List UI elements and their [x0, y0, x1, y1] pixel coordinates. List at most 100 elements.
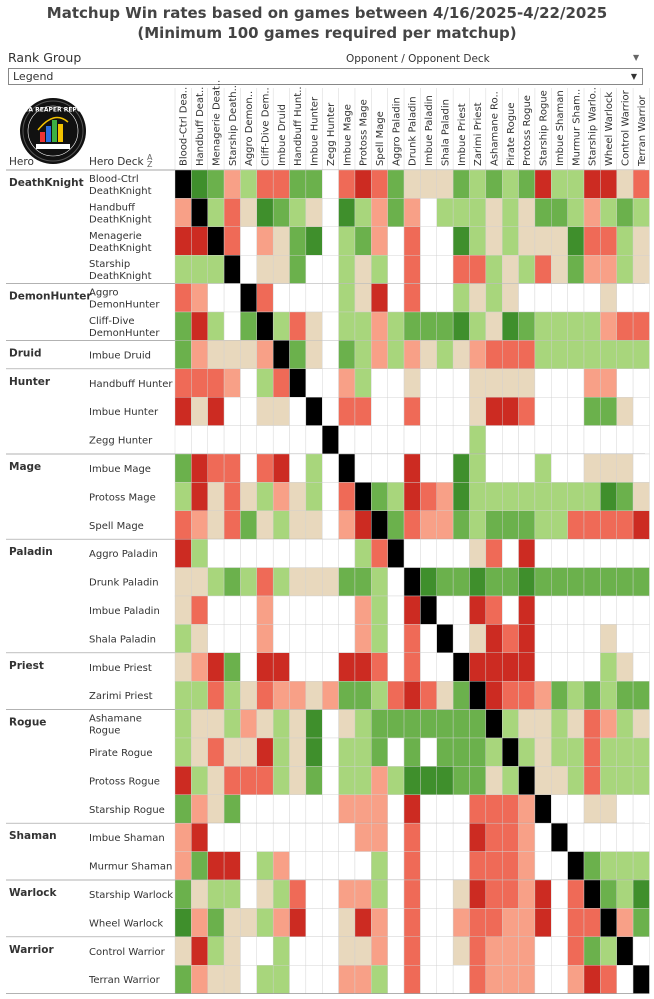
rank-group-select[interactable]: Legend ▼	[8, 68, 643, 85]
matchup-cell	[223, 823, 241, 852]
matchup-cell	[305, 482, 323, 511]
matchup-cell	[207, 936, 225, 966]
hero-deck-label: Murmur Shaman	[89, 862, 172, 873]
matchup-cell	[387, 397, 405, 426]
matchup-cell	[256, 624, 274, 654]
matchup-cell	[583, 510, 601, 540]
matchup-cell	[469, 794, 487, 824]
matchup-cell	[387, 226, 405, 256]
matchup-cell	[551, 879, 568, 909]
matchup-cell	[305, 624, 323, 654]
matchup-cell	[387, 539, 405, 568]
matchup-cell	[567, 482, 585, 511]
matchup-cell	[502, 879, 519, 909]
matchup-cell	[338, 965, 356, 994]
matchup-cell	[387, 169, 405, 199]
matchup-cell	[420, 453, 437, 483]
matchup-cell	[502, 567, 519, 597]
matchup-cell	[240, 766, 258, 796]
matchup-cell	[583, 226, 601, 256]
matchup-cell	[616, 226, 634, 256]
matchup-cell	[403, 510, 421, 540]
matchup-cell	[289, 879, 307, 909]
matchup-cell	[436, 254, 454, 284]
matchup-cell	[502, 254, 519, 284]
matchup-cell	[534, 879, 552, 909]
matchup-cell	[534, 709, 552, 739]
matchup-cell	[174, 198, 192, 227]
matchup-cell	[191, 169, 208, 199]
matchup-cell	[632, 879, 650, 909]
matchup-cell	[600, 226, 617, 256]
matchup-cell	[354, 595, 372, 625]
matchup-cell	[616, 397, 634, 426]
matchup-cell	[289, 198, 307, 227]
matchup-cell	[583, 482, 601, 511]
matchup-cell	[354, 823, 372, 852]
matchup-cell	[420, 936, 437, 966]
matchup-cell	[371, 766, 388, 796]
matchup-cell	[322, 908, 339, 938]
hero-deck-label: Aggro	[89, 288, 119, 299]
matchup-cell	[354, 567, 372, 597]
hero-deck-label: Rogue	[89, 726, 120, 737]
matchup-cell	[600, 510, 617, 540]
matchup-cell	[551, 652, 568, 682]
matchup-cell	[338, 340, 356, 369]
matchup-cell	[174, 425, 192, 455]
matchup-cell	[240, 652, 258, 682]
matchup-cell	[616, 425, 634, 455]
matchup-cell	[632, 737, 650, 767]
matchup-cell	[240, 510, 258, 540]
matchup-cell	[436, 965, 454, 994]
matchup-cell	[534, 311, 552, 341]
matchup-cell	[240, 368, 258, 398]
matchup-cell	[452, 766, 470, 796]
matchup-cell	[354, 879, 372, 909]
matchup-cell	[207, 766, 225, 796]
hero-deck-label: Blood-Ctrl	[89, 174, 139, 185]
matchup-cell	[305, 595, 323, 625]
matchup-cell	[322, 737, 339, 767]
hero-deck-label: DeathKnight	[89, 271, 152, 282]
matchup-cell	[305, 851, 323, 881]
matchup-cell	[387, 965, 405, 994]
matchup-cell	[256, 879, 274, 909]
matchup-cell	[207, 737, 225, 767]
matchup-cell	[191, 823, 208, 852]
matchup-cell	[371, 368, 388, 398]
matchup-cell	[174, 567, 192, 597]
matchup-cell	[191, 908, 208, 938]
hero-deck-label: Wheel Warlock	[89, 918, 163, 929]
matchup-cell	[272, 425, 290, 455]
matchup-cell	[403, 169, 421, 199]
matchup-cell	[583, 254, 601, 284]
matchup-cell	[469, 198, 487, 227]
matchup-cell	[485, 823, 503, 852]
matchup-cell	[240, 169, 258, 199]
matchup-cell	[338, 397, 356, 426]
chevron-down-icon[interactable]: ▼	[633, 53, 640, 62]
matchup-cell	[354, 453, 372, 483]
matchup-cell	[354, 482, 372, 511]
hero-deck-label: Terran Warrior	[88, 975, 161, 986]
matchup-cell	[420, 879, 437, 909]
matchup-cell	[174, 681, 192, 710]
matchup-cell	[371, 737, 388, 767]
matchup-cell	[616, 936, 634, 966]
matchup-cell	[191, 965, 208, 994]
matchup-cell	[567, 595, 585, 625]
matchup-cell	[223, 453, 241, 483]
matchup-cell	[436, 851, 454, 881]
matchup-cell	[518, 823, 536, 852]
matchup-cell	[240, 482, 258, 511]
hero-deck-label: DemonHunter	[89, 300, 160, 311]
matchup-cell	[567, 624, 585, 654]
matchup-cell	[567, 453, 585, 483]
matchup-cell	[452, 737, 470, 767]
matchup-cell	[289, 965, 307, 994]
matchup-cell	[207, 397, 225, 426]
matchup-cell	[289, 624, 307, 654]
matchup-cell	[420, 624, 437, 654]
